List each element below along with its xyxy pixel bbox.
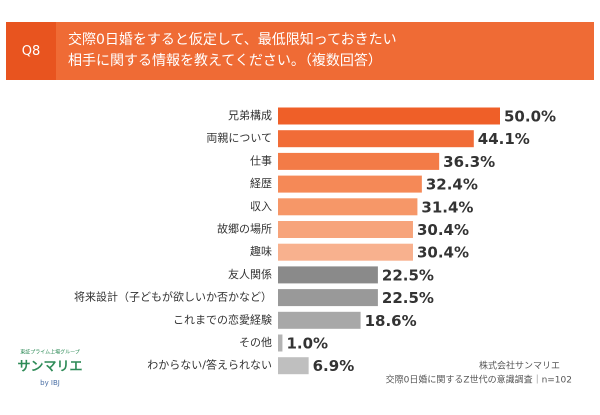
category-label: 仕事	[250, 154, 272, 167]
bar	[278, 289, 378, 307]
chart-title: 交際0日婚をすると仮定して、最低限知っておきたい 相手に関する情報を教えてくださ…	[68, 30, 397, 72]
logo-by: by IBJ	[40, 379, 60, 387]
category-label: 経歴	[250, 177, 272, 190]
category-label: 友人関係	[228, 267, 272, 281]
category-label: 故郷の場所	[217, 222, 272, 236]
source-survey: 交際0日婚に関するZ世代の意識調査｜n=102	[386, 374, 572, 386]
logo-name: サンマリエ	[17, 360, 82, 375]
bar	[278, 266, 378, 284]
value-label: 22.5%	[382, 289, 434, 307]
bar	[278, 334, 283, 352]
value-label: 31.4%	[421, 198, 473, 216]
value-label: 30.4%	[417, 244, 469, 262]
category-label: その他	[239, 336, 272, 349]
question-number: Q8	[6, 22, 56, 80]
category-label: 兄弟構成	[228, 109, 272, 122]
value-label: 44.1%	[478, 130, 530, 148]
bar	[278, 152, 440, 170]
category-label: わからない/答えられない	[147, 358, 272, 372]
bar	[278, 221, 413, 238]
value-label: 1.0%	[286, 335, 328, 353]
category-label: 趣味	[250, 244, 272, 258]
bar	[278, 175, 422, 193]
value-label: 30.4%	[417, 221, 469, 239]
category-label: これまでの恋愛経験	[173, 312, 272, 326]
header: Q8 交際0日婚をすると仮定して、最低限知っておきたい 相手に関する情報を教えて…	[6, 22, 594, 80]
category-label: 将来設計（子どもが欲しいか否かなど）	[74, 290, 272, 304]
value-label: 50.0%	[504, 108, 556, 126]
value-label: 6.9%	[313, 357, 355, 375]
logo-tagline: 東証プライム上場グループ	[20, 349, 80, 356]
title-line: 交際0日婚をすると仮定して、最低限知っておきたい	[68, 32, 397, 48]
value-label: 18.6%	[365, 312, 417, 330]
bar	[278, 357, 309, 375]
bar	[278, 198, 418, 216]
title-line: 相手に関する情報を教えてください。（複数回答）	[68, 53, 382, 69]
value-label: 32.4%	[426, 176, 478, 194]
bar	[278, 243, 413, 261]
bar	[278, 130, 474, 148]
category-label: 両親について	[206, 132, 272, 145]
category-label: 収入	[250, 200, 272, 213]
value-label: 22.5%	[382, 266, 434, 284]
value-label: 36.3%	[443, 153, 495, 171]
bar	[278, 311, 361, 329]
source-company: 株式会社サンマリエ	[479, 360, 560, 372]
bar	[278, 107, 500, 125]
